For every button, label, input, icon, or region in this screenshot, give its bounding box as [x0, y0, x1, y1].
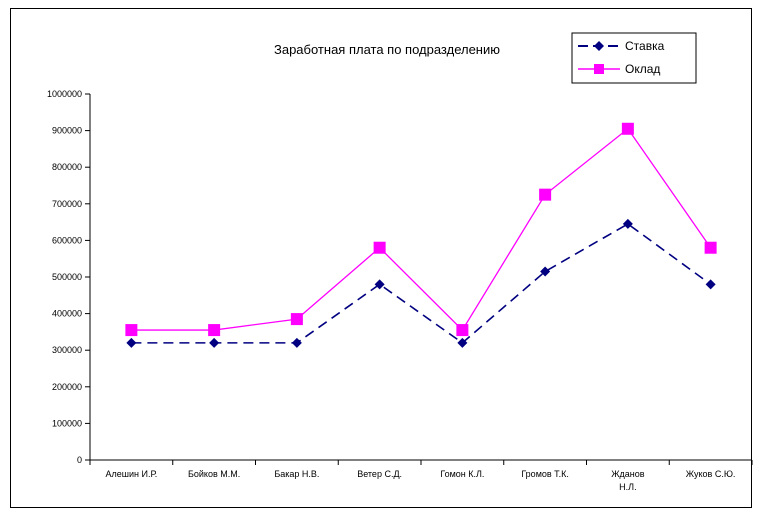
- stavka-point: [209, 337, 220, 348]
- stavka-point: [374, 279, 385, 290]
- x-tick-label: Жданов Н.Л.: [611, 469, 645, 492]
- oklad-point: [125, 324, 138, 337]
- oklad-point: [456, 324, 469, 337]
- y-tick-label: 600000: [52, 235, 82, 245]
- y-tick-label: 300000: [52, 345, 82, 355]
- stavka-point: [126, 337, 137, 348]
- legend-marker-oklad: [594, 64, 604, 74]
- legend: Ставка Оклад: [571, 32, 697, 84]
- y-tick-label: 700000: [52, 199, 82, 209]
- stavka-point: [622, 218, 633, 229]
- oklad-point: [539, 188, 552, 201]
- x-tick-label: Жуков С.Ю.: [686, 469, 736, 479]
- y-tick-label: 900000: [52, 126, 82, 136]
- stavka-point: [291, 337, 302, 348]
- x-tick-label: Ветер С.Д.: [357, 469, 402, 479]
- series-line-stavka: [131, 222, 712, 344]
- x-tick-label: Бойков М.М.: [188, 469, 240, 479]
- y-tick-label: 0: [77, 455, 82, 465]
- y-tick-label: 200000: [52, 382, 82, 392]
- oklad-point: [208, 324, 221, 337]
- stavka-point: [705, 279, 716, 290]
- legend-box: [571, 32, 697, 84]
- legend-marker-stavka: [594, 41, 604, 51]
- oklad-point: [704, 241, 717, 254]
- y-tick-label: 100000: [52, 418, 82, 428]
- x-tick-label: Алешин И.Р.: [106, 469, 158, 479]
- y-tick-label: 800000: [52, 162, 82, 172]
- legend-label: Ставка: [625, 39, 665, 53]
- x-tick-label: Громов Т.К.: [521, 469, 569, 479]
- oklad-point: [621, 122, 634, 135]
- chart-area: [10, 8, 752, 508]
- x-tick-label: Бакар Н.В.: [274, 469, 319, 479]
- series-line-oklad: [131, 127, 712, 332]
- stavka-point: [457, 337, 468, 348]
- stavka-point: [540, 266, 551, 277]
- oklad-point: [373, 241, 386, 254]
- y-tick-label: 500000: [52, 272, 82, 282]
- y-tick-label: 1000000: [47, 89, 82, 99]
- x-tick-label: Гомон К.Л.: [440, 469, 484, 479]
- chart-title: Заработная плата по подразделению: [274, 42, 500, 57]
- legend-label: Оклад: [625, 62, 660, 76]
- y-tick-label: 400000: [52, 309, 82, 319]
- oklad-point: [290, 313, 303, 326]
